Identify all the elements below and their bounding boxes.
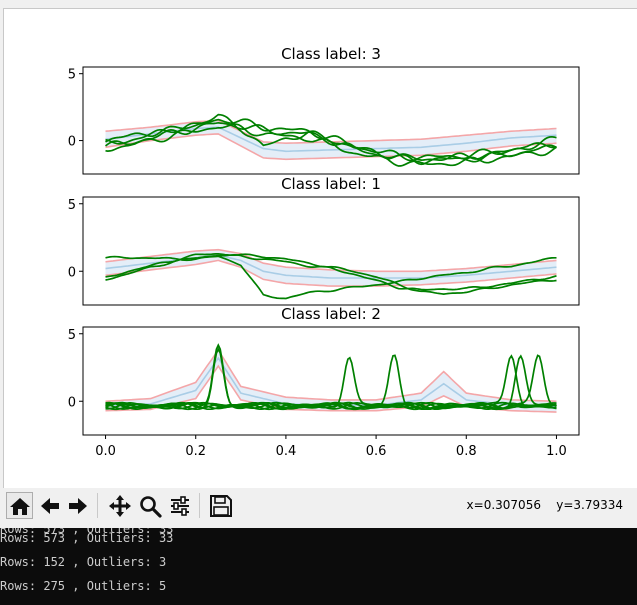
axes-frame: [82, 326, 580, 436]
band-upper-line: [105, 348, 557, 403]
series-line: [105, 254, 557, 291]
subplot-title: Class label: 2: [281, 305, 381, 323]
x-tick-label: 0.4: [276, 444, 297, 459]
home-button[interactable]: [6, 492, 33, 519]
y-tick-label: 0: [68, 135, 76, 150]
figure-canvas[interactable]: Class label: 3 5 0 Class label: 1 5 0 Class la…: [3, 8, 637, 488]
y-tick-label: 5: [68, 198, 76, 213]
back-arrow-icon: [40, 497, 59, 514]
console-line-partial: Rows: 573 , Outliers: 33: [0, 522, 174, 536]
configure-subplots-icon: [170, 495, 189, 516]
save-icon: [209, 494, 232, 517]
toolbar-separator: [199, 493, 200, 518]
series-line: [105, 354, 557, 411]
subplot-2: Class label: 1 5 0: [68, 175, 580, 306]
home-icon: [9, 497, 30, 515]
pan-icon: [108, 494, 131, 517]
navigation-toolbar: x=0.307056 y=3.79334: [0, 488, 637, 524]
y-tick-label: 0: [68, 395, 76, 410]
x-tick-label: 0.6: [366, 444, 387, 459]
x-tick-label: 0.8: [456, 444, 477, 459]
plot-area: [104, 113, 557, 167]
console-line: Rows: 573 , Outliers: 33: [0, 531, 174, 545]
series-line: [105, 113, 557, 161]
cursor-coordinates: x=0.307056 y=3.79334: [466, 498, 623, 512]
x-tick-label: 1.0: [546, 444, 567, 459]
toolbar-separator: [97, 493, 98, 518]
subplot-title: Class label: 3: [281, 45, 381, 63]
configure-subplots-button[interactable]: [166, 492, 193, 519]
band-fill: [105, 120, 557, 160]
console-output: Rows: 573 , Outliers: 33 Rows: 573 , Out…: [0, 528, 637, 605]
forward-arrow-icon: [68, 497, 87, 514]
forward-button[interactable]: [64, 492, 91, 519]
x-tick-label: 0.0: [95, 444, 116, 459]
figure-window: Class label: 3 5 0 Class label: 1 5 0 Class la…: [0, 0, 637, 528]
y-tick-label: 0: [68, 265, 76, 280]
series-line: [104, 121, 557, 166]
axes-frame: [82, 66, 580, 175]
save-button[interactable]: [207, 492, 234, 519]
pan-button[interactable]: [106, 492, 133, 519]
zoom-icon: [139, 495, 162, 518]
axes-frame: [82, 196, 580, 306]
band-upper-line: [105, 248, 557, 273]
console-line: Rows: 152 , Outliers: 3: [0, 555, 167, 569]
subplot-3: Class label: 2 5 0 0.0 0.2 0.4 0.6 0.8 1.0: [68, 305, 580, 459]
x-tick-label: 0.2: [185, 444, 206, 459]
plot-area: [105, 248, 557, 300]
console-line: Rows: 275 , Outliers: 5: [0, 579, 167, 593]
y-tick-label: 5: [68, 68, 76, 83]
band-lower-line: [105, 259, 557, 287]
back-button[interactable]: [36, 492, 63, 519]
y-tick-label: 5: [68, 328, 76, 343]
zoom-button[interactable]: [136, 492, 163, 519]
subplot-1: Class label: 3 5 0: [68, 45, 580, 175]
plot-area: [105, 343, 557, 413]
subplot-title: Class label: 1: [281, 175, 381, 193]
